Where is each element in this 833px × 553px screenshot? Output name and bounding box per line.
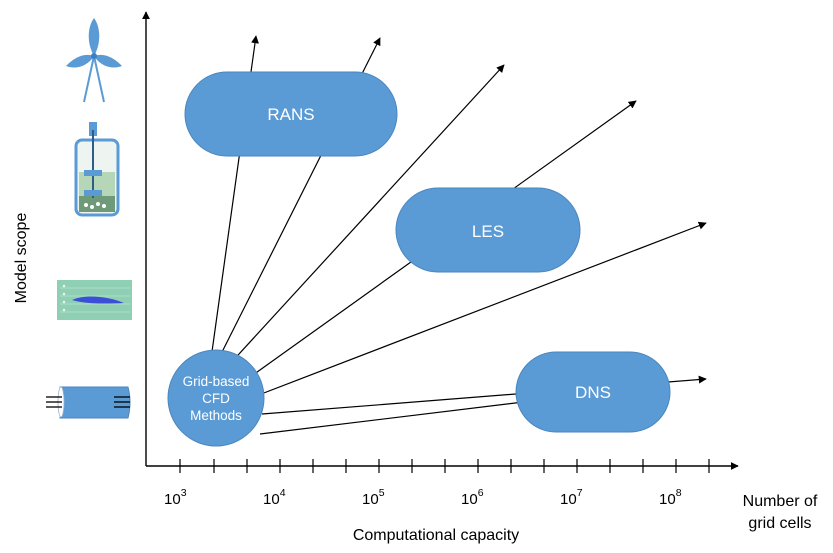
hub-label-line2: CFD	[202, 391, 230, 406]
tick-label-1e5: 105	[362, 487, 385, 508]
ray-dns-2	[260, 400, 540, 434]
x-axis-title: Computational capacity	[353, 527, 519, 544]
hub-grid-based-cfd: Grid-based CFD Methods	[168, 350, 264, 446]
pill-label-dns: DNS	[575, 383, 611, 402]
x-axis-unit-line1: Number of	[743, 493, 818, 510]
tick-label-1e6: 106	[461, 487, 484, 508]
hub-label-line1: Grid-based	[183, 374, 250, 389]
hub-label-line3: Methods	[190, 408, 242, 423]
bioreactor-icon	[76, 122, 118, 215]
pipe-flow-icon	[46, 387, 130, 418]
x-axis-unit-line2: grid cells	[748, 515, 811, 532]
pill-label-les: LES	[472, 222, 504, 241]
airfoil-flow-icon	[57, 280, 132, 320]
y-axis-title: Model scope	[13, 213, 30, 304]
pill-les: LES	[396, 188, 580, 272]
tick-label-1e8: 108	[659, 487, 682, 508]
pill-rans: RANS	[185, 72, 397, 156]
pill-dns: DNS	[516, 352, 670, 432]
tick-labels: 103 104 105 106 107 108	[164, 487, 682, 508]
tick-label-1e4: 104	[263, 487, 286, 508]
tick-label-1e7: 107	[560, 487, 583, 508]
wind-turbine-icon	[66, 18, 122, 102]
tick-label-1e3: 103	[164, 487, 187, 508]
pill-label-rans: RANS	[267, 105, 314, 124]
